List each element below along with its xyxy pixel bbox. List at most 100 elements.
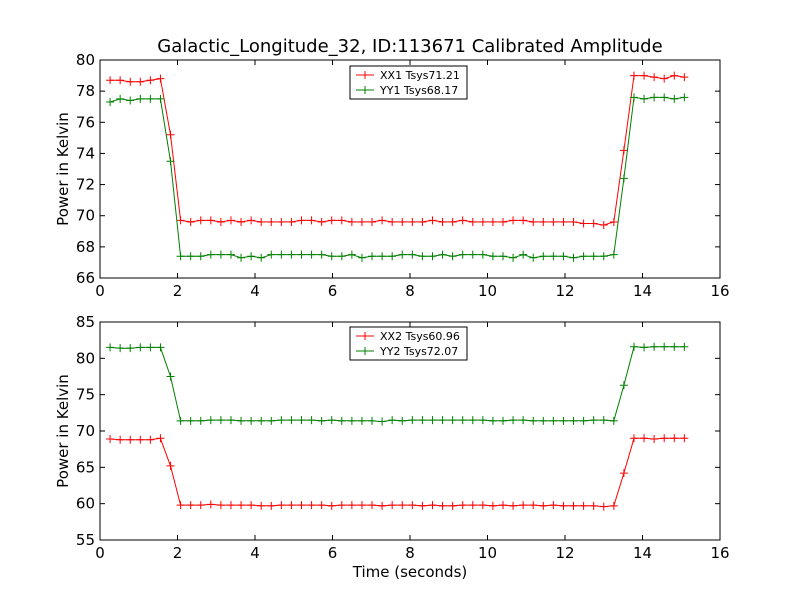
data-point xyxy=(488,252,497,261)
x-tick-label: 0 xyxy=(95,282,105,300)
data-point xyxy=(519,501,528,510)
data-point xyxy=(650,93,659,102)
data-point xyxy=(126,77,135,86)
data-point xyxy=(478,501,487,510)
y-tick-label: 72 xyxy=(76,176,95,194)
y-tick-label: 55 xyxy=(76,531,95,549)
data-point xyxy=(579,501,588,510)
data-point xyxy=(378,501,387,510)
data-point xyxy=(136,435,145,444)
data-point xyxy=(347,501,356,510)
data-point xyxy=(650,342,659,351)
data-point xyxy=(418,252,427,261)
y-tick-label: 78 xyxy=(76,82,95,100)
data-point xyxy=(146,94,155,103)
data-point xyxy=(126,435,135,444)
data-point xyxy=(488,501,497,510)
data-point xyxy=(428,416,437,425)
data-point xyxy=(317,416,326,425)
data-point xyxy=(589,416,598,425)
data-point xyxy=(589,219,598,228)
data-point xyxy=(428,252,437,261)
data-point xyxy=(176,501,185,510)
series-line-2 xyxy=(110,346,685,423)
data-point xyxy=(468,250,477,259)
data-point xyxy=(388,217,397,226)
data-point xyxy=(206,416,215,425)
data-point xyxy=(327,416,336,425)
x-tick-label: 4 xyxy=(250,282,260,300)
data-point xyxy=(468,501,477,510)
data-point xyxy=(267,501,276,510)
data-point xyxy=(428,501,437,510)
data-point xyxy=(287,416,296,425)
data-point xyxy=(670,342,679,351)
x-tick-label: 2 xyxy=(173,544,183,562)
data-point xyxy=(216,217,225,226)
data-point xyxy=(438,250,447,259)
data-point xyxy=(237,501,246,510)
data-point xyxy=(206,216,215,225)
y-tick-label: 85 xyxy=(76,313,95,331)
x-tick-label: 4 xyxy=(250,544,260,562)
data-point xyxy=(277,250,286,259)
series-line-2 xyxy=(109,96,685,259)
data-point xyxy=(509,253,518,262)
data-point xyxy=(146,76,155,85)
data-point xyxy=(398,501,407,510)
data-point xyxy=(559,252,568,261)
data-point xyxy=(106,434,115,443)
data-point xyxy=(468,217,477,226)
data-point xyxy=(297,501,306,510)
data-point xyxy=(529,416,538,425)
data-point xyxy=(237,416,246,425)
data-point xyxy=(448,416,457,425)
data-point xyxy=(579,252,588,261)
data-point xyxy=(287,250,296,259)
data-point xyxy=(166,157,175,166)
x-tick-label: 10 xyxy=(478,544,497,562)
data-point xyxy=(156,343,165,352)
data-point xyxy=(519,416,528,425)
legend-box xyxy=(349,326,468,361)
data-point xyxy=(257,253,266,262)
data-point xyxy=(267,250,276,259)
data-point xyxy=(106,76,115,85)
data-point xyxy=(569,217,578,226)
data-point xyxy=(619,469,628,478)
data-point xyxy=(186,252,195,261)
data-point xyxy=(519,250,528,259)
x-tick-label: 8 xyxy=(405,544,415,562)
data-point xyxy=(368,416,377,425)
data-point xyxy=(579,219,588,228)
series-line-1 xyxy=(110,75,685,226)
data-point xyxy=(589,501,598,510)
x-tick-label: 0 xyxy=(95,544,105,562)
data-point xyxy=(357,253,366,262)
data-point xyxy=(257,501,266,510)
data-point xyxy=(499,501,507,510)
data-point xyxy=(357,501,366,510)
data-point xyxy=(176,252,185,261)
data-point xyxy=(196,416,205,425)
data-point xyxy=(549,416,558,425)
data-point xyxy=(347,250,356,259)
data-point xyxy=(599,416,608,425)
data-point xyxy=(116,435,125,444)
y-tick-label: 66 xyxy=(76,269,95,287)
data-point xyxy=(629,342,638,351)
data-point xyxy=(398,250,407,259)
data-point xyxy=(327,501,336,510)
data-point xyxy=(226,216,235,225)
data-point xyxy=(337,252,346,261)
data-point xyxy=(478,416,487,425)
legend-marker xyxy=(361,332,369,340)
data-point xyxy=(438,217,447,226)
data-point xyxy=(488,217,497,226)
data-point xyxy=(549,501,558,510)
data-point xyxy=(327,216,336,225)
data-point xyxy=(418,217,427,226)
data-point xyxy=(438,501,447,510)
data-point xyxy=(116,344,125,353)
data-point xyxy=(146,343,155,352)
